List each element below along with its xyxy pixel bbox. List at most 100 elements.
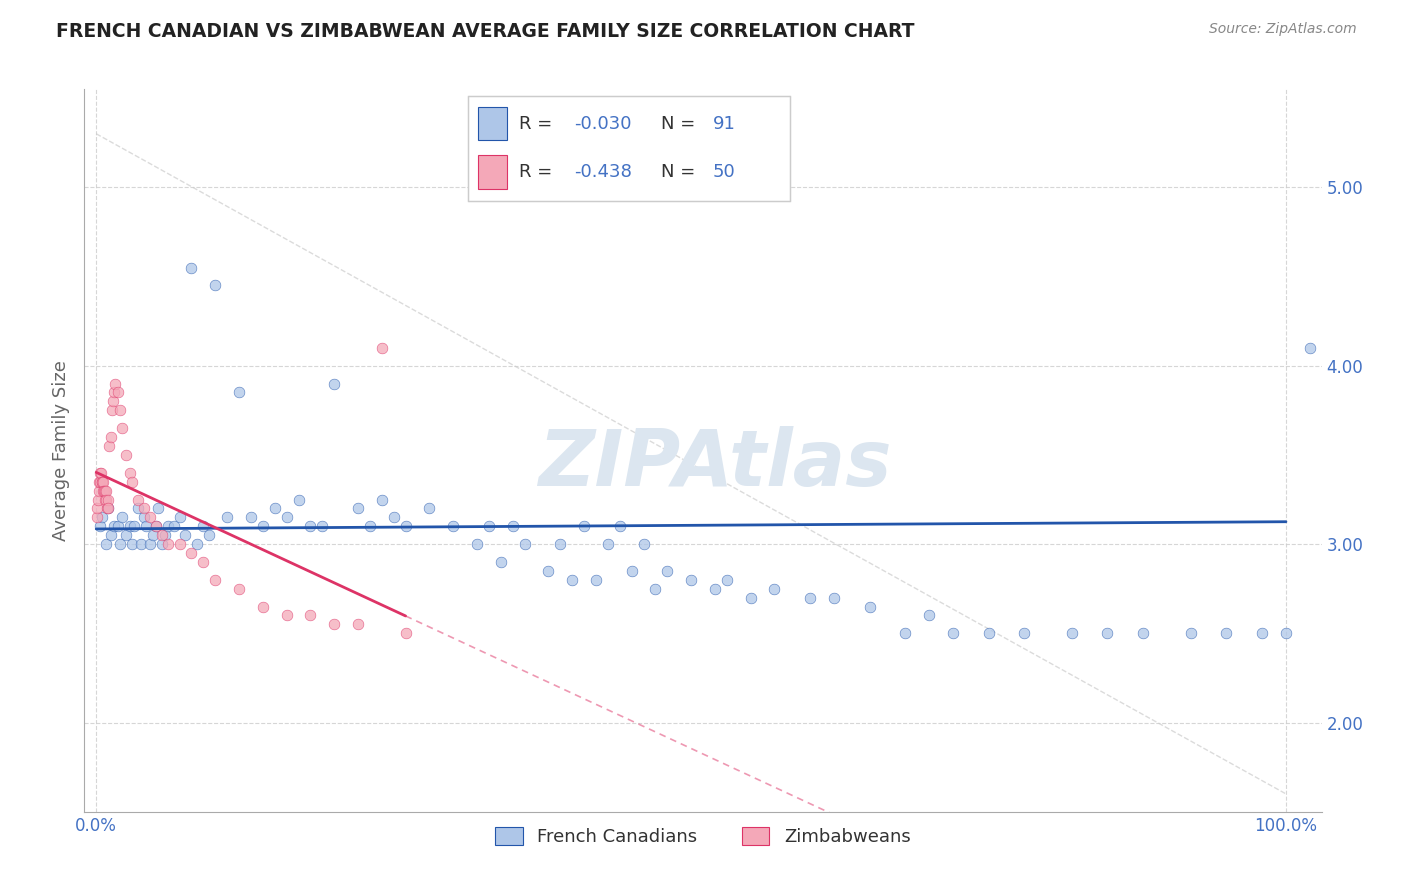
Point <box>1275 626 1298 640</box>
Point <box>94 483 117 498</box>
Point <box>108 537 131 551</box>
Point <box>107 519 129 533</box>
Point <box>87 492 110 507</box>
Point <box>1393 180 1406 194</box>
Point <box>977 626 1000 640</box>
Point <box>103 385 125 400</box>
Text: ZIPAtlas: ZIPAtlas <box>538 425 891 502</box>
Point <box>1097 626 1119 640</box>
Point <box>193 555 215 569</box>
Point <box>111 510 134 524</box>
Point <box>311 519 333 533</box>
Point <box>115 448 138 462</box>
Point <box>465 537 488 551</box>
Point <box>103 519 125 533</box>
Text: Source: ZipAtlas.com: Source: ZipAtlas.com <box>1209 22 1357 37</box>
Point <box>323 376 346 391</box>
Point <box>596 537 619 551</box>
Point <box>204 573 226 587</box>
Point <box>150 537 173 551</box>
Point <box>90 466 112 480</box>
Point <box>150 528 173 542</box>
Point <box>108 403 131 417</box>
Point <box>371 492 394 507</box>
Y-axis label: Average Family Size: Average Family Size <box>52 360 70 541</box>
Point <box>94 537 117 551</box>
Point <box>156 519 179 533</box>
Point <box>135 519 157 533</box>
Point <box>347 501 370 516</box>
Point <box>121 475 143 489</box>
Point <box>441 519 464 533</box>
Point <box>98 439 121 453</box>
Point <box>276 510 298 524</box>
Point <box>142 528 165 542</box>
Point <box>91 475 114 489</box>
Point <box>93 483 115 498</box>
Point <box>145 519 167 533</box>
Point <box>681 573 703 587</box>
Point <box>657 564 679 578</box>
Point <box>1369 145 1392 159</box>
Point <box>89 519 111 533</box>
Point <box>89 475 111 489</box>
Point <box>716 573 738 587</box>
Point <box>193 519 215 533</box>
Point <box>537 564 560 578</box>
Point <box>1334 269 1357 284</box>
Point <box>104 376 127 391</box>
Point <box>763 582 786 596</box>
Point <box>620 564 643 578</box>
Point <box>323 617 346 632</box>
Point <box>111 421 134 435</box>
Point <box>1012 626 1035 640</box>
Text: FRENCH CANADIAN VS ZIMBABWEAN AVERAGE FAMILY SIZE CORRELATION CHART: FRENCH CANADIAN VS ZIMBABWEAN AVERAGE FA… <box>56 22 915 41</box>
Point <box>127 501 149 516</box>
Point <box>359 519 381 533</box>
Point <box>1251 626 1274 640</box>
Point <box>139 510 162 524</box>
Point <box>1215 626 1237 640</box>
Point <box>287 492 309 507</box>
Point <box>228 385 250 400</box>
Point <box>489 555 512 569</box>
Point <box>91 475 114 489</box>
Point <box>1060 626 1083 640</box>
Point <box>118 466 141 480</box>
Point <box>91 510 114 524</box>
Point <box>252 519 274 533</box>
Point <box>93 483 115 498</box>
Point <box>93 483 115 498</box>
Point <box>548 537 571 551</box>
Point <box>644 582 666 596</box>
Point <box>100 403 122 417</box>
Point <box>89 475 111 489</box>
Point <box>513 537 536 551</box>
Point <box>1132 626 1154 640</box>
Point <box>96 492 118 507</box>
Point <box>100 430 122 444</box>
Point <box>155 528 177 542</box>
Point <box>918 608 941 623</box>
Point <box>124 519 146 533</box>
Point <box>96 492 118 507</box>
Point <box>418 501 440 516</box>
Point <box>740 591 762 605</box>
Point <box>299 519 322 533</box>
Point <box>131 537 153 551</box>
Point <box>180 260 202 275</box>
Point <box>86 501 108 516</box>
Point <box>115 528 138 542</box>
Point <box>276 608 298 623</box>
Point <box>94 492 117 507</box>
Point <box>394 519 416 533</box>
Point <box>145 519 167 533</box>
Point <box>132 501 155 516</box>
Point <box>162 519 184 533</box>
Point <box>118 519 141 533</box>
Point <box>263 501 285 516</box>
Point <box>799 591 821 605</box>
Point <box>394 626 416 640</box>
Point <box>101 394 124 409</box>
Point <box>1180 626 1202 640</box>
